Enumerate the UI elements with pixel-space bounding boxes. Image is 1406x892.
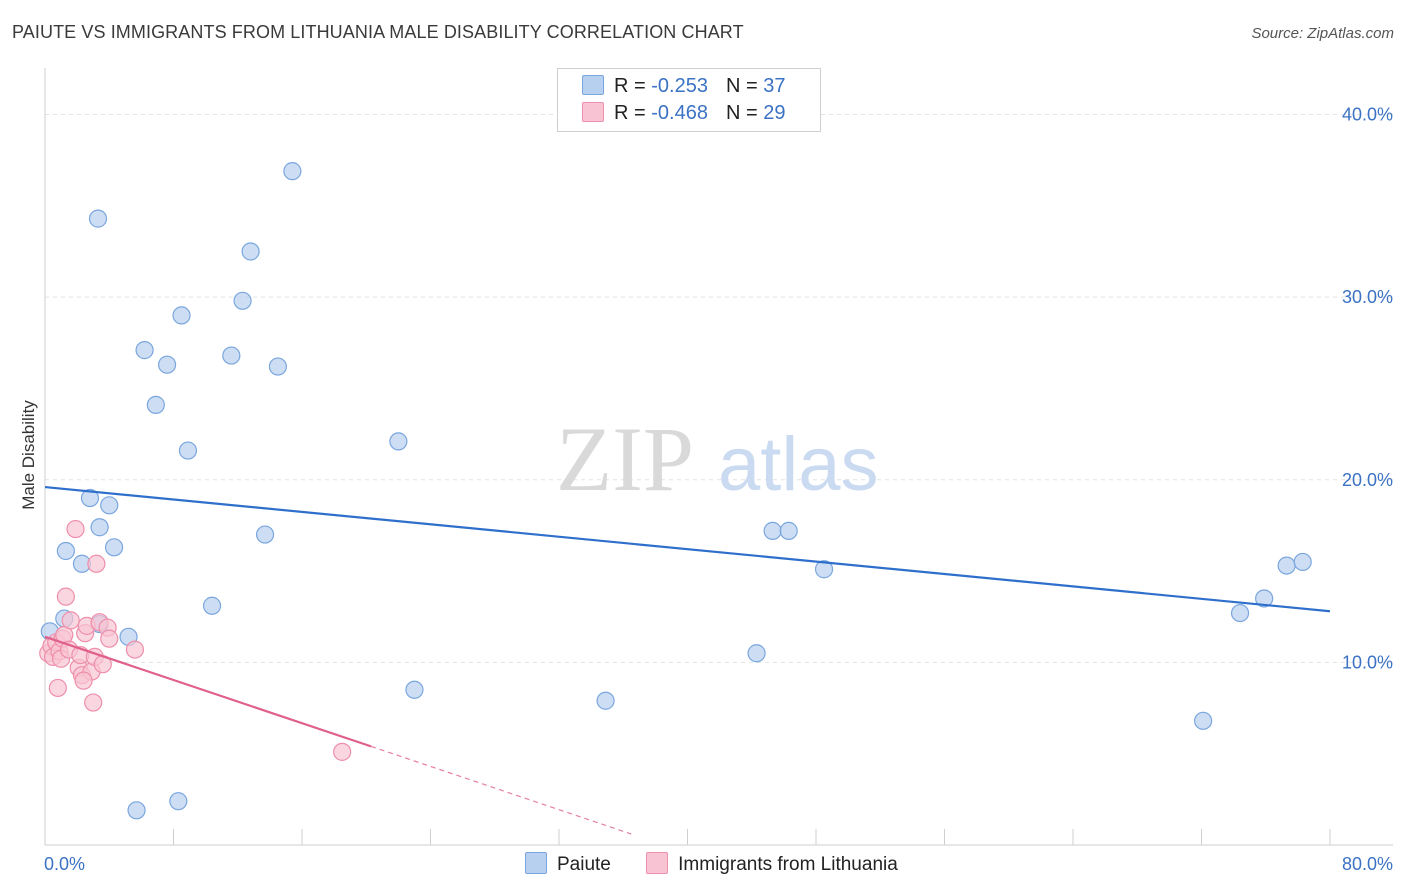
paiute-point: [1230, 603, 1250, 623]
gridlines: [45, 114, 1393, 663]
paiute-point: [389, 432, 408, 451]
legend-row-lithuania: R = -0.468 N = 29: [582, 102, 785, 126]
watermark-zip: ZIP: [556, 408, 694, 510]
paiute-trend-line: [44, 485, 1331, 613]
paiute-point: [255, 525, 275, 544]
paiute-point: [241, 242, 260, 261]
chart-title: PAIUTE VS IMMIGRANTS FROM LITHUANIA MALE…: [12, 22, 744, 42]
axes: [44, 68, 1393, 846]
n-label: N =: [725, 75, 758, 97]
lithuania-point: [333, 742, 352, 761]
lithuania-swatch: [646, 852, 669, 874]
lithuania-point: [87, 554, 106, 573]
watermark: ZIP atlas: [556, 408, 879, 510]
paiute-point: [100, 496, 119, 515]
paiute-point: [88, 209, 108, 228]
paiute-point: [747, 644, 766, 663]
x-tick-label: 0.0%: [44, 854, 85, 874]
correlation-legend: R = -0.253 N = 37 R = -0.468 N = 29: [557, 68, 821, 132]
r-value: -0.468: [651, 102, 708, 124]
paiute-point: [202, 596, 222, 615]
paiute-point: [222, 346, 241, 365]
r-label: R =: [614, 75, 646, 97]
r-label: R =: [614, 102, 646, 124]
paiute-point: [233, 291, 252, 310]
legend-row-paiute: R = -0.253 N = 37: [582, 75, 785, 99]
lithuania-point: [100, 629, 119, 648]
lithuania-point: [74, 671, 93, 690]
paiute-point: [178, 441, 198, 460]
lithuania-point: [125, 640, 145, 659]
y-tick-label: 10.0%: [1342, 652, 1393, 672]
paiute-point: [104, 538, 124, 557]
paiute-point: [1293, 552, 1312, 572]
trend-lines: [44, 485, 1331, 835]
watermark-atlas: atlas: [718, 422, 879, 507]
paiute-swatch: [582, 75, 604, 95]
paiute-point: [135, 341, 154, 360]
x-tick-label: 80.0%: [1342, 854, 1393, 874]
legend-item-lithuania: Immigrants from Lithuania: [646, 852, 898, 876]
tick-labels: 10.0% 20.0% 30.0% 40.0% 0.0% 80.0%: [44, 105, 1393, 874]
series-legend: Paiute Immigrants from Lithuania: [525, 852, 928, 876]
legend-label: Immigrants from Lithuania: [678, 854, 898, 875]
n-value: 29: [763, 102, 786, 124]
paiute-point: [56, 541, 75, 561]
paiute-point: [80, 488, 100, 508]
y-tick-label: 30.0%: [1342, 287, 1393, 307]
paiute-point: [779, 521, 798, 540]
lithuania-point: [66, 519, 85, 539]
paiute-point: [169, 792, 188, 811]
y-axis-label: Male Disability: [19, 400, 38, 510]
paiute-point: [405, 680, 424, 699]
source-label: Source: ZipAtlas.com: [1251, 25, 1394, 42]
paiute-point: [157, 355, 177, 374]
y-tick-label: 20.0%: [1342, 470, 1393, 490]
lithuania-swatch: [582, 102, 604, 122]
paiute-point: [814, 560, 834, 579]
lithuania-trend-line: [44, 635, 372, 748]
paiute-point: [146, 395, 165, 414]
r-value: -0.253: [651, 75, 708, 97]
paiute-point: [283, 162, 302, 181]
paiute-point: [1277, 556, 1296, 575]
paiute-point: [172, 306, 191, 325]
lithuania-point: [48, 678, 67, 698]
paiute-point: [268, 357, 288, 376]
paiute-point: [596, 691, 615, 710]
lithuania-point: [56, 587, 75, 606]
lithuania-point: [61, 611, 80, 630]
paiute-point: [127, 801, 146, 820]
paiute-swatch: [525, 852, 547, 874]
paiute-point: [1194, 711, 1213, 730]
n-value: 37: [763, 75, 786, 97]
y-tick-label: 40.0%: [1342, 105, 1393, 125]
paiute-point: [90, 518, 109, 537]
legend-item-paiute: Paiute: [525, 852, 611, 876]
lithuania-trend-extension: [370, 745, 632, 835]
paiute-point: [1255, 589, 1274, 608]
paiute-point: [763, 521, 782, 540]
legend-label: Paiute: [557, 854, 611, 875]
n-label: N =: [725, 102, 758, 124]
lithuania-point: [84, 693, 103, 712]
